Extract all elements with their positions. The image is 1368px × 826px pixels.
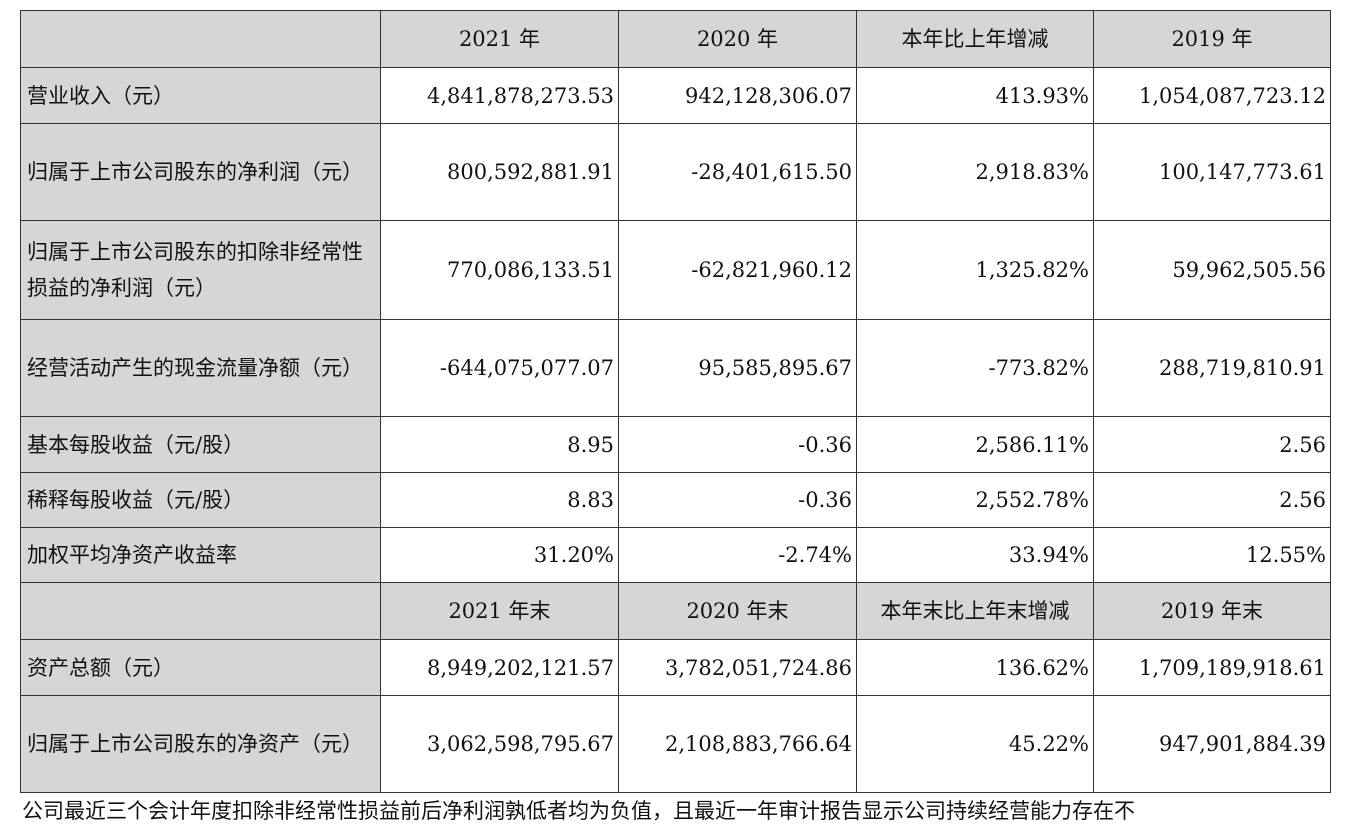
table-cell: 136.62% xyxy=(856,639,1094,696)
header-cell: 本年末比上年末增减 xyxy=(856,582,1094,640)
table-row: 经营活动产生的现金流量净额（元） -644,075,077.07 95,585,… xyxy=(20,319,1331,417)
table-cell: 12.55% xyxy=(1093,527,1331,583)
row-label: 归属于上市公司股东的净利润（元） xyxy=(20,123,381,221)
header-cell: 2020 年末 xyxy=(618,582,857,640)
table-header-row-years: 2021 年 2020 年 本年比上年增减 2019 年 xyxy=(20,10,1331,68)
table-cell: 800,592,881.91 xyxy=(380,123,619,221)
table-cell: 770,086,133.51 xyxy=(380,220,619,320)
table-row: 资产总额（元） 8,949,202,121.57 3,782,051,724.8… xyxy=(20,639,1331,696)
table-cell: -2.74% xyxy=(618,527,857,583)
table-cell: -0.36 xyxy=(618,416,857,473)
header-cell: 2019 年 xyxy=(1093,10,1331,68)
table-cell: 31.20% xyxy=(380,527,619,583)
table-cell: 2,108,883,766.64 xyxy=(618,695,857,793)
table-cell: 59,962,505.56 xyxy=(1093,220,1331,320)
table-cell: 1,325.82% xyxy=(856,220,1094,320)
row-label: 营业收入（元） xyxy=(20,67,381,124)
table-cell: 33.94% xyxy=(856,527,1094,583)
row-label: 稀释每股收益（元/股） xyxy=(20,472,381,528)
table-row: 加权平均净资产收益率 31.20% -2.74% 33.94% 12.55% xyxy=(20,527,1331,583)
header-cell: 2021 年 xyxy=(380,10,619,68)
header-cell: 2020 年 xyxy=(618,10,857,68)
table-cell: 95,585,895.67 xyxy=(618,319,857,417)
header-cell xyxy=(20,582,381,640)
table-cell: -773.82% xyxy=(856,319,1094,417)
table-cell: 2.56 xyxy=(1093,472,1331,528)
table-cell: 8.95 xyxy=(380,416,619,473)
table-cell: -644,075,077.07 xyxy=(380,319,619,417)
table-cell: 4,841,878,273.53 xyxy=(380,67,619,124)
row-label: 归属于上市公司股东的扣除非经常性损益的净利润（元） xyxy=(20,220,381,320)
table-header-row-year-end: 2021 年末 2020 年末 本年末比上年末增减 2019 年末 xyxy=(20,582,1331,640)
row-label: 基本每股收益（元/股） xyxy=(20,416,381,473)
table-cell: 942,128,306.07 xyxy=(618,67,857,124)
table-cell: 2.56 xyxy=(1093,416,1331,473)
table-row: 稀释每股收益（元/股） 8.83 -0.36 2,552.78% 2.56 xyxy=(20,472,1331,528)
table-cell: 2,552.78% xyxy=(856,472,1094,528)
table-row: 归属于上市公司股东的扣除非经常性损益的净利润（元） 770,086,133.51… xyxy=(20,220,1331,320)
table-cell: -62,821,960.12 xyxy=(618,220,857,320)
table-cell: 3,062,598,795.67 xyxy=(380,695,619,793)
table-row: 归属于上市公司股东的净利润（元） 800,592,881.91 -28,401,… xyxy=(20,123,1331,221)
table-cell: 8,949,202,121.57 xyxy=(380,639,619,696)
table-row: 基本每股收益（元/股） 8.95 -0.36 2,586.11% 2.56 xyxy=(20,416,1331,473)
table-cell: 1,054,087,723.12 xyxy=(1093,67,1331,124)
table-cell: 8.83 xyxy=(380,472,619,528)
header-cell xyxy=(20,10,381,68)
header-cell: 2021 年末 xyxy=(380,582,619,640)
table-cell: 947,901,884.39 xyxy=(1093,695,1331,793)
footer-text: 公司最近三个会计年度扣除非经常性损益前后净利润孰低者均为负值，且最近一年审计报告… xyxy=(22,799,1135,823)
row-label: 加权平均净资产收益率 xyxy=(20,527,381,583)
row-label: 资产总额（元） xyxy=(20,639,381,696)
table-cell: -0.36 xyxy=(618,472,857,528)
header-cell: 2019 年末 xyxy=(1093,582,1331,640)
table-row: 营业收入（元） 4,841,878,273.53 942,128,306.07 … xyxy=(20,67,1331,124)
table-cell: 3,782,051,724.86 xyxy=(618,639,857,696)
table-cell: 1,709,189,918.61 xyxy=(1093,639,1331,696)
table-row: 归属于上市公司股东的净资产（元） 3,062,598,795.67 2,108,… xyxy=(20,695,1331,793)
table-cell: 45.22% xyxy=(856,695,1094,793)
table-cell: 2,586.11% xyxy=(856,416,1094,473)
row-label: 归属于上市公司股东的净资产（元） xyxy=(20,695,381,793)
row-label: 经营活动产生的现金流量净额（元） xyxy=(20,319,381,417)
table-cell: 2,918.83% xyxy=(856,123,1094,221)
header-cell: 本年比上年增减 xyxy=(856,10,1094,68)
table-cell: 288,719,810.91 xyxy=(1093,319,1331,417)
financial-data-table: 2021 年 2020 年 本年比上年增减 2019 年 营业收入（元） 4,8… xyxy=(20,10,1331,793)
table-cell: 100,147,773.61 xyxy=(1093,123,1331,221)
table-cell: -28,401,615.50 xyxy=(618,123,857,221)
table-cell: 413.93% xyxy=(856,67,1094,124)
